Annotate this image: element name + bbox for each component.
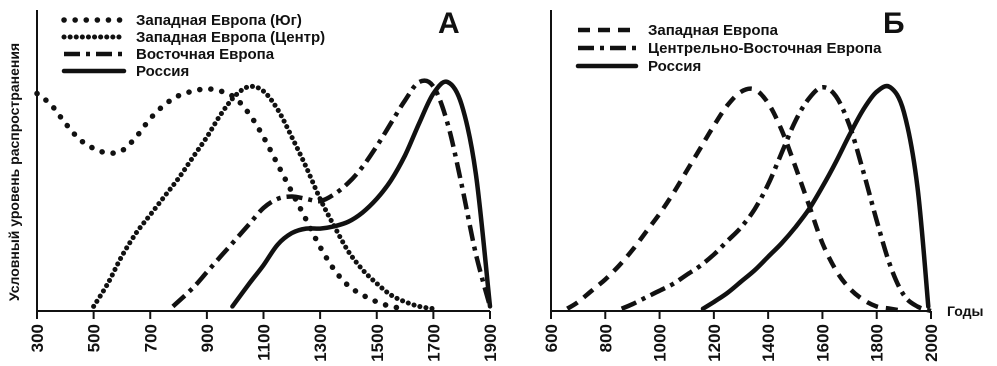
a-series-line-западная-европа-центр	[91, 83, 436, 312]
y-axis-label: Условный уровень распространения	[6, 43, 22, 301]
a-x-tick-label: 1500	[368, 324, 387, 362]
b-x-tick-label: 1400	[759, 324, 778, 362]
b-x-tick-label: 1600	[813, 324, 832, 362]
a-x-tick-label: 1900	[481, 324, 500, 362]
panel-b-series	[566, 83, 932, 314]
a-x-tick-label: 1700	[424, 324, 443, 362]
a-x-tick-label: 900	[198, 324, 217, 352]
b-legend-label-россия: Россия	[648, 58, 701, 75]
b-series-line-западная-европа	[566, 86, 905, 314]
panel-b-x-ticks: 600 800 1000 1200 1400 1600 1800 2000	[542, 311, 941, 362]
a-legend-label-россия: Россия	[136, 63, 189, 80]
a-legend-label-западная-европа-центр: Западная Европа (Центр)	[136, 29, 325, 46]
b-legend-label-центрельно-восточная-европа: Центрельно-Восточная Европа	[648, 40, 882, 57]
panel-b-letter: Б	[883, 7, 905, 40]
a-series-line-западная-европа-юг	[34, 86, 408, 312]
b-x-tick-label: 1200	[705, 324, 724, 362]
panel-b: Б Годы 600 800 1000 1200 1400 1600 1800 2000 За…	[542, 7, 983, 362]
b-series-line-центрельно-восточная-европа	[620, 85, 932, 314]
a-legend-label-западная-европа-юг: Западная Европа (Юг)	[136, 12, 302, 29]
a-x-tick-label: 500	[85, 324, 104, 352]
a-x-tick-label: 1300	[311, 324, 330, 362]
a-x-tick-label: 1100	[255, 324, 274, 361]
panel-a-x-ticks: 300 500 700 900 1100 1300 1500 1700 1900	[28, 311, 500, 362]
a-series-line-россия	[230, 79, 493, 309]
b-legend-label-западная-европа: Западная Европа	[648, 22, 779, 39]
panel-a: A 300 500 700 900 1100 1300 1500 1700 1900 Запад…	[28, 7, 500, 362]
panel-a-letter: A	[438, 7, 460, 40]
b-x-tick-label: 800	[596, 324, 615, 352]
b-x-tick-label: 1000	[651, 324, 670, 362]
b-x-tick-label: 600	[542, 324, 561, 352]
b-x-tick-label: 2000	[922, 324, 941, 362]
b-series-line-россия	[700, 83, 931, 311]
a-legend-label-восточная-европа: Восточная Европа	[136, 46, 275, 63]
panel-a-legend: Западная Европа (Юг)Западная Европа (Цен…	[61, 12, 325, 80]
panel-b-x-axis-label: Годы	[947, 303, 983, 319]
b-x-tick-label: 1800	[868, 324, 887, 362]
a-x-tick-label: 700	[141, 324, 160, 352]
panel-a-series	[34, 78, 493, 312]
a-x-tick-label: 300	[28, 324, 47, 352]
